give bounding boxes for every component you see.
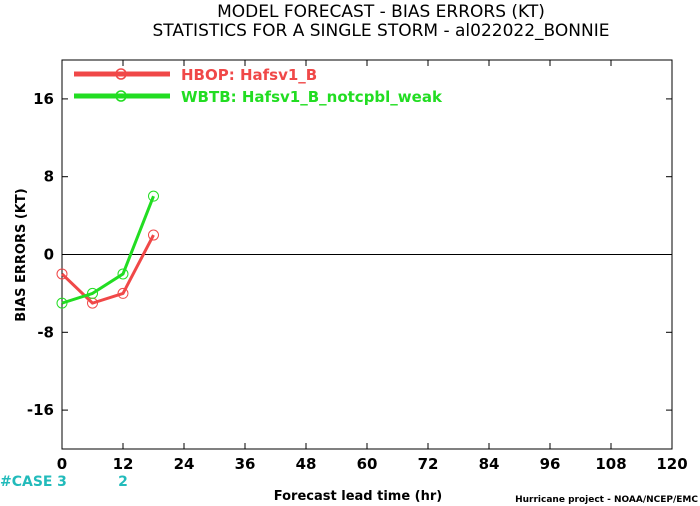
y-tick-label: 8 xyxy=(44,168,54,186)
series-1-point xyxy=(148,229,159,241)
x-tick-label: 72 xyxy=(418,455,439,473)
x-tick-label: 0 xyxy=(57,455,67,473)
x-tick-label: 24 xyxy=(174,455,195,473)
chart-title: MODEL FORECAST - BIAS ERRORS (KT) xyxy=(217,2,545,22)
y-axis: -16 -8 0 8 16 xyxy=(27,90,672,419)
series-2-point xyxy=(87,287,98,299)
series-line-2 xyxy=(61,195,155,305)
series-1-point xyxy=(117,287,129,299)
series-group xyxy=(56,190,159,309)
x-tick-label: 60 xyxy=(357,455,378,473)
y-tick-label: 0 xyxy=(44,246,54,264)
legend-label-2: WBTB: Hafsv1_B_notcpbl_weak xyxy=(181,88,443,106)
x-tick-label: 120 xyxy=(656,455,687,473)
y-axis-label: BIAS ERRORS (KT) xyxy=(14,188,29,321)
x-tick-label: 108 xyxy=(595,455,626,473)
series-2-point xyxy=(148,190,159,202)
x-tick-label: 36 xyxy=(235,455,256,473)
legend-label-1: HBOP: Hafsv1_B xyxy=(181,66,317,84)
case-count: 3 xyxy=(57,474,67,490)
credit-text: Hurricane project - NOAA/NCEP/EMC xyxy=(515,495,698,505)
case-label: #CASE xyxy=(0,474,53,490)
x-axis-label: Forecast lead time (hr) xyxy=(274,489,442,504)
y-tick-label: 16 xyxy=(33,90,54,108)
series-1-point xyxy=(56,268,68,280)
x-tick-label: 84 xyxy=(479,455,500,473)
y-tick-label: -8 xyxy=(37,323,54,341)
legend: HBOP: Hafsv1_B WBTB: Hafsv1_B_notcpbl_wea… xyxy=(74,66,443,106)
x-tick-label: 96 xyxy=(540,455,561,473)
case-count: 2 xyxy=(118,474,128,490)
case-counts: #CASE 3 2 xyxy=(0,474,128,490)
series-2-point xyxy=(117,268,129,280)
x-axis: 0 12 24 36 48 60 72 84 96 108 120 xyxy=(57,60,688,473)
series-line-1 xyxy=(60,234,155,305)
legend-marker-1 xyxy=(115,68,127,80)
legend-marker-2 xyxy=(115,90,127,102)
x-tick-label: 12 xyxy=(113,455,134,473)
series-2-point xyxy=(56,297,68,309)
x-tick-label: 48 xyxy=(296,455,317,473)
chart-subtitle: STATISTICS FOR A SINGLE STORM - al022022… xyxy=(153,21,610,41)
y-tick-label: -16 xyxy=(27,401,54,419)
